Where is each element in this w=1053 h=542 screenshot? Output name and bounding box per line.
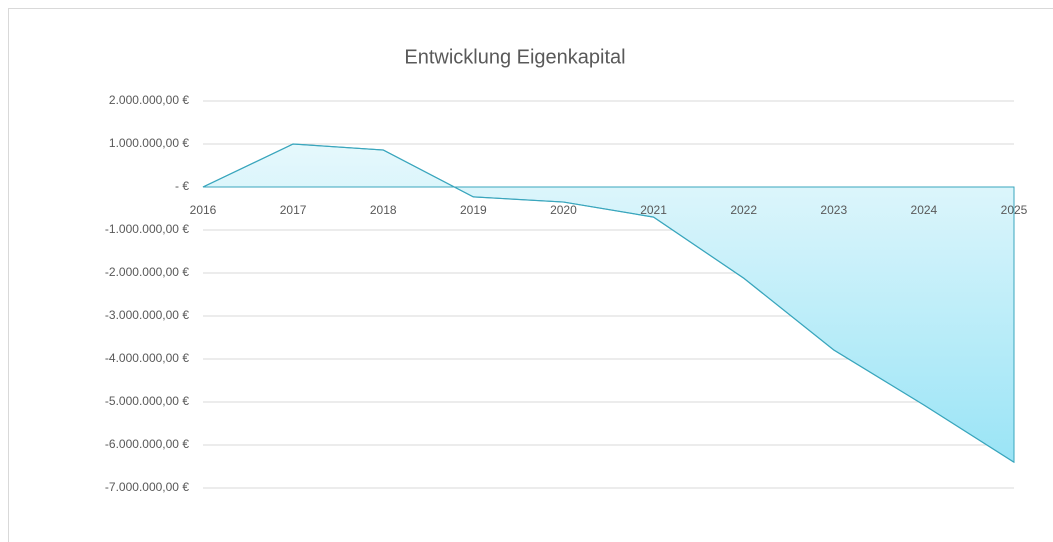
x-tick-label: 2018 — [370, 203, 397, 217]
x-tick-label: 2024 — [911, 203, 938, 217]
x-tick-label: 2016 — [190, 203, 217, 217]
x-tick-label: 2020 — [550, 203, 577, 217]
y-tick-label: 1.000.000,00 € — [109, 136, 189, 150]
y-tick-label: -1.000.000,00 € — [105, 222, 189, 236]
y-tick-label: 2.000.000,00 € — [109, 93, 189, 107]
chart-title: Entwicklung Eigenkapital — [404, 46, 625, 68]
x-tick-label: 2022 — [730, 203, 757, 217]
area-line — [202, 143, 1015, 463]
y-tick-label: -3.000.000,00 € — [105, 308, 189, 322]
x-tick-label: 2017 — [280, 203, 307, 217]
y-tick-label: -6.000.000,00 € — [105, 437, 189, 451]
y-tick-label: -4.000.000,00 € — [105, 351, 189, 365]
x-tick-label: 2023 — [820, 203, 847, 217]
y-tick-label: -7.000.000,00 € — [105, 480, 189, 494]
x-tick-label: 2019 — [460, 203, 487, 217]
x-tick-label: 2025 — [1001, 203, 1028, 217]
y-tick-label: -2.000.000,00 € — [105, 265, 189, 279]
x-tick-label: 2021 — [640, 203, 667, 217]
y-tick-label: - € — [175, 179, 189, 193]
y-tick-label: -5.000.000,00 € — [105, 394, 189, 408]
